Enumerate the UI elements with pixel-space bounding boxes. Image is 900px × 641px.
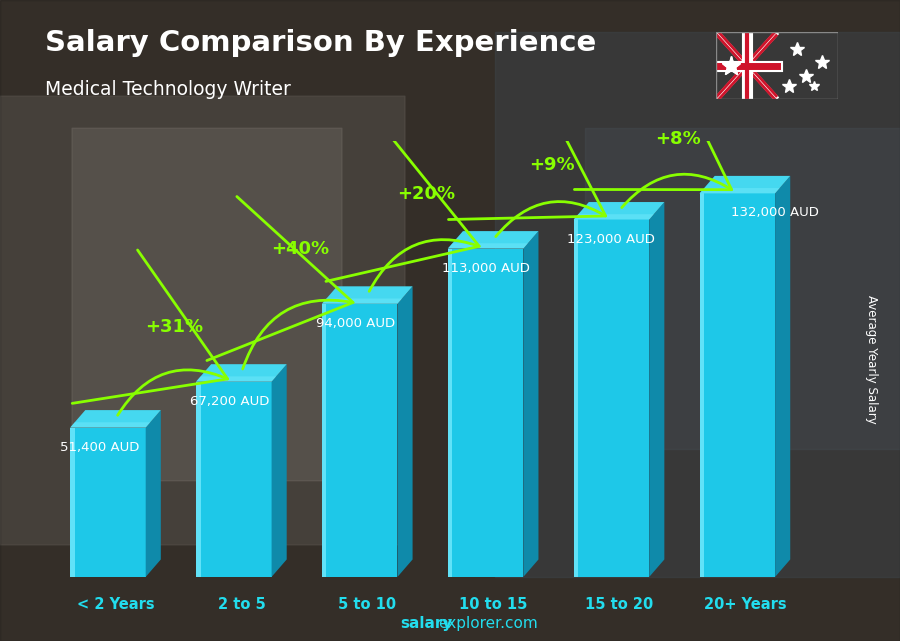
Polygon shape	[573, 214, 653, 219]
Polygon shape	[322, 299, 402, 304]
Polygon shape	[70, 428, 75, 577]
Text: < 2 Years: < 2 Years	[76, 597, 154, 612]
Polygon shape	[573, 202, 664, 219]
Text: Salary Comparison By Experience: Salary Comparison By Experience	[45, 29, 596, 57]
FancyArrowPatch shape	[207, 197, 353, 369]
Text: 132,000 AUD: 132,000 AUD	[731, 206, 819, 219]
Polygon shape	[649, 202, 664, 577]
Polygon shape	[573, 219, 649, 577]
FancyArrowPatch shape	[72, 250, 228, 415]
FancyArrowPatch shape	[574, 48, 732, 208]
Polygon shape	[196, 381, 201, 577]
Polygon shape	[70, 410, 161, 428]
Text: +8%: +8%	[655, 130, 701, 148]
Text: +9%: +9%	[529, 156, 575, 174]
Polygon shape	[448, 249, 453, 577]
Polygon shape	[699, 176, 790, 194]
Polygon shape	[272, 364, 287, 577]
Text: +40%: +40%	[272, 240, 329, 258]
FancyArrowPatch shape	[448, 76, 606, 237]
Text: 67,200 AUD: 67,200 AUD	[190, 395, 269, 408]
Polygon shape	[196, 376, 276, 381]
FancyBboxPatch shape	[0, 96, 405, 545]
Polygon shape	[573, 219, 578, 577]
Text: 113,000 AUD: 113,000 AUD	[442, 262, 529, 274]
Polygon shape	[699, 188, 779, 194]
Text: 5 to 10: 5 to 10	[338, 597, 396, 612]
Polygon shape	[196, 381, 272, 577]
Polygon shape	[699, 194, 775, 577]
FancyBboxPatch shape	[72, 128, 342, 481]
Text: Medical Technology Writer: Medical Technology Writer	[45, 80, 291, 99]
Polygon shape	[398, 287, 412, 577]
Text: 51,400 AUD: 51,400 AUD	[60, 440, 140, 454]
Polygon shape	[448, 249, 524, 577]
Bar	[585, 128, 900, 449]
Polygon shape	[322, 287, 412, 304]
Text: explorer.com: explorer.com	[438, 617, 538, 631]
Text: 10 to 15: 10 to 15	[459, 597, 527, 612]
Text: 94,000 AUD: 94,000 AUD	[316, 317, 395, 330]
Polygon shape	[146, 410, 161, 577]
Text: 2 to 5: 2 to 5	[218, 597, 266, 612]
Polygon shape	[196, 364, 287, 381]
Text: salary: salary	[400, 617, 453, 631]
Bar	[495, 32, 900, 577]
FancyArrowPatch shape	[326, 124, 479, 291]
Polygon shape	[448, 244, 528, 249]
Text: Average Yearly Salary: Average Yearly Salary	[865, 295, 878, 423]
Polygon shape	[70, 422, 150, 428]
Polygon shape	[699, 194, 704, 577]
Text: +31%: +31%	[146, 319, 203, 337]
Polygon shape	[70, 428, 146, 577]
Text: 15 to 20: 15 to 20	[585, 597, 653, 612]
Polygon shape	[322, 304, 327, 577]
Polygon shape	[322, 304, 398, 577]
Text: 20+ Years: 20+ Years	[704, 597, 787, 612]
Polygon shape	[448, 231, 538, 249]
Text: 123,000 AUD: 123,000 AUD	[567, 233, 655, 246]
Polygon shape	[775, 176, 790, 577]
Polygon shape	[524, 231, 538, 577]
Text: +20%: +20%	[398, 185, 455, 203]
